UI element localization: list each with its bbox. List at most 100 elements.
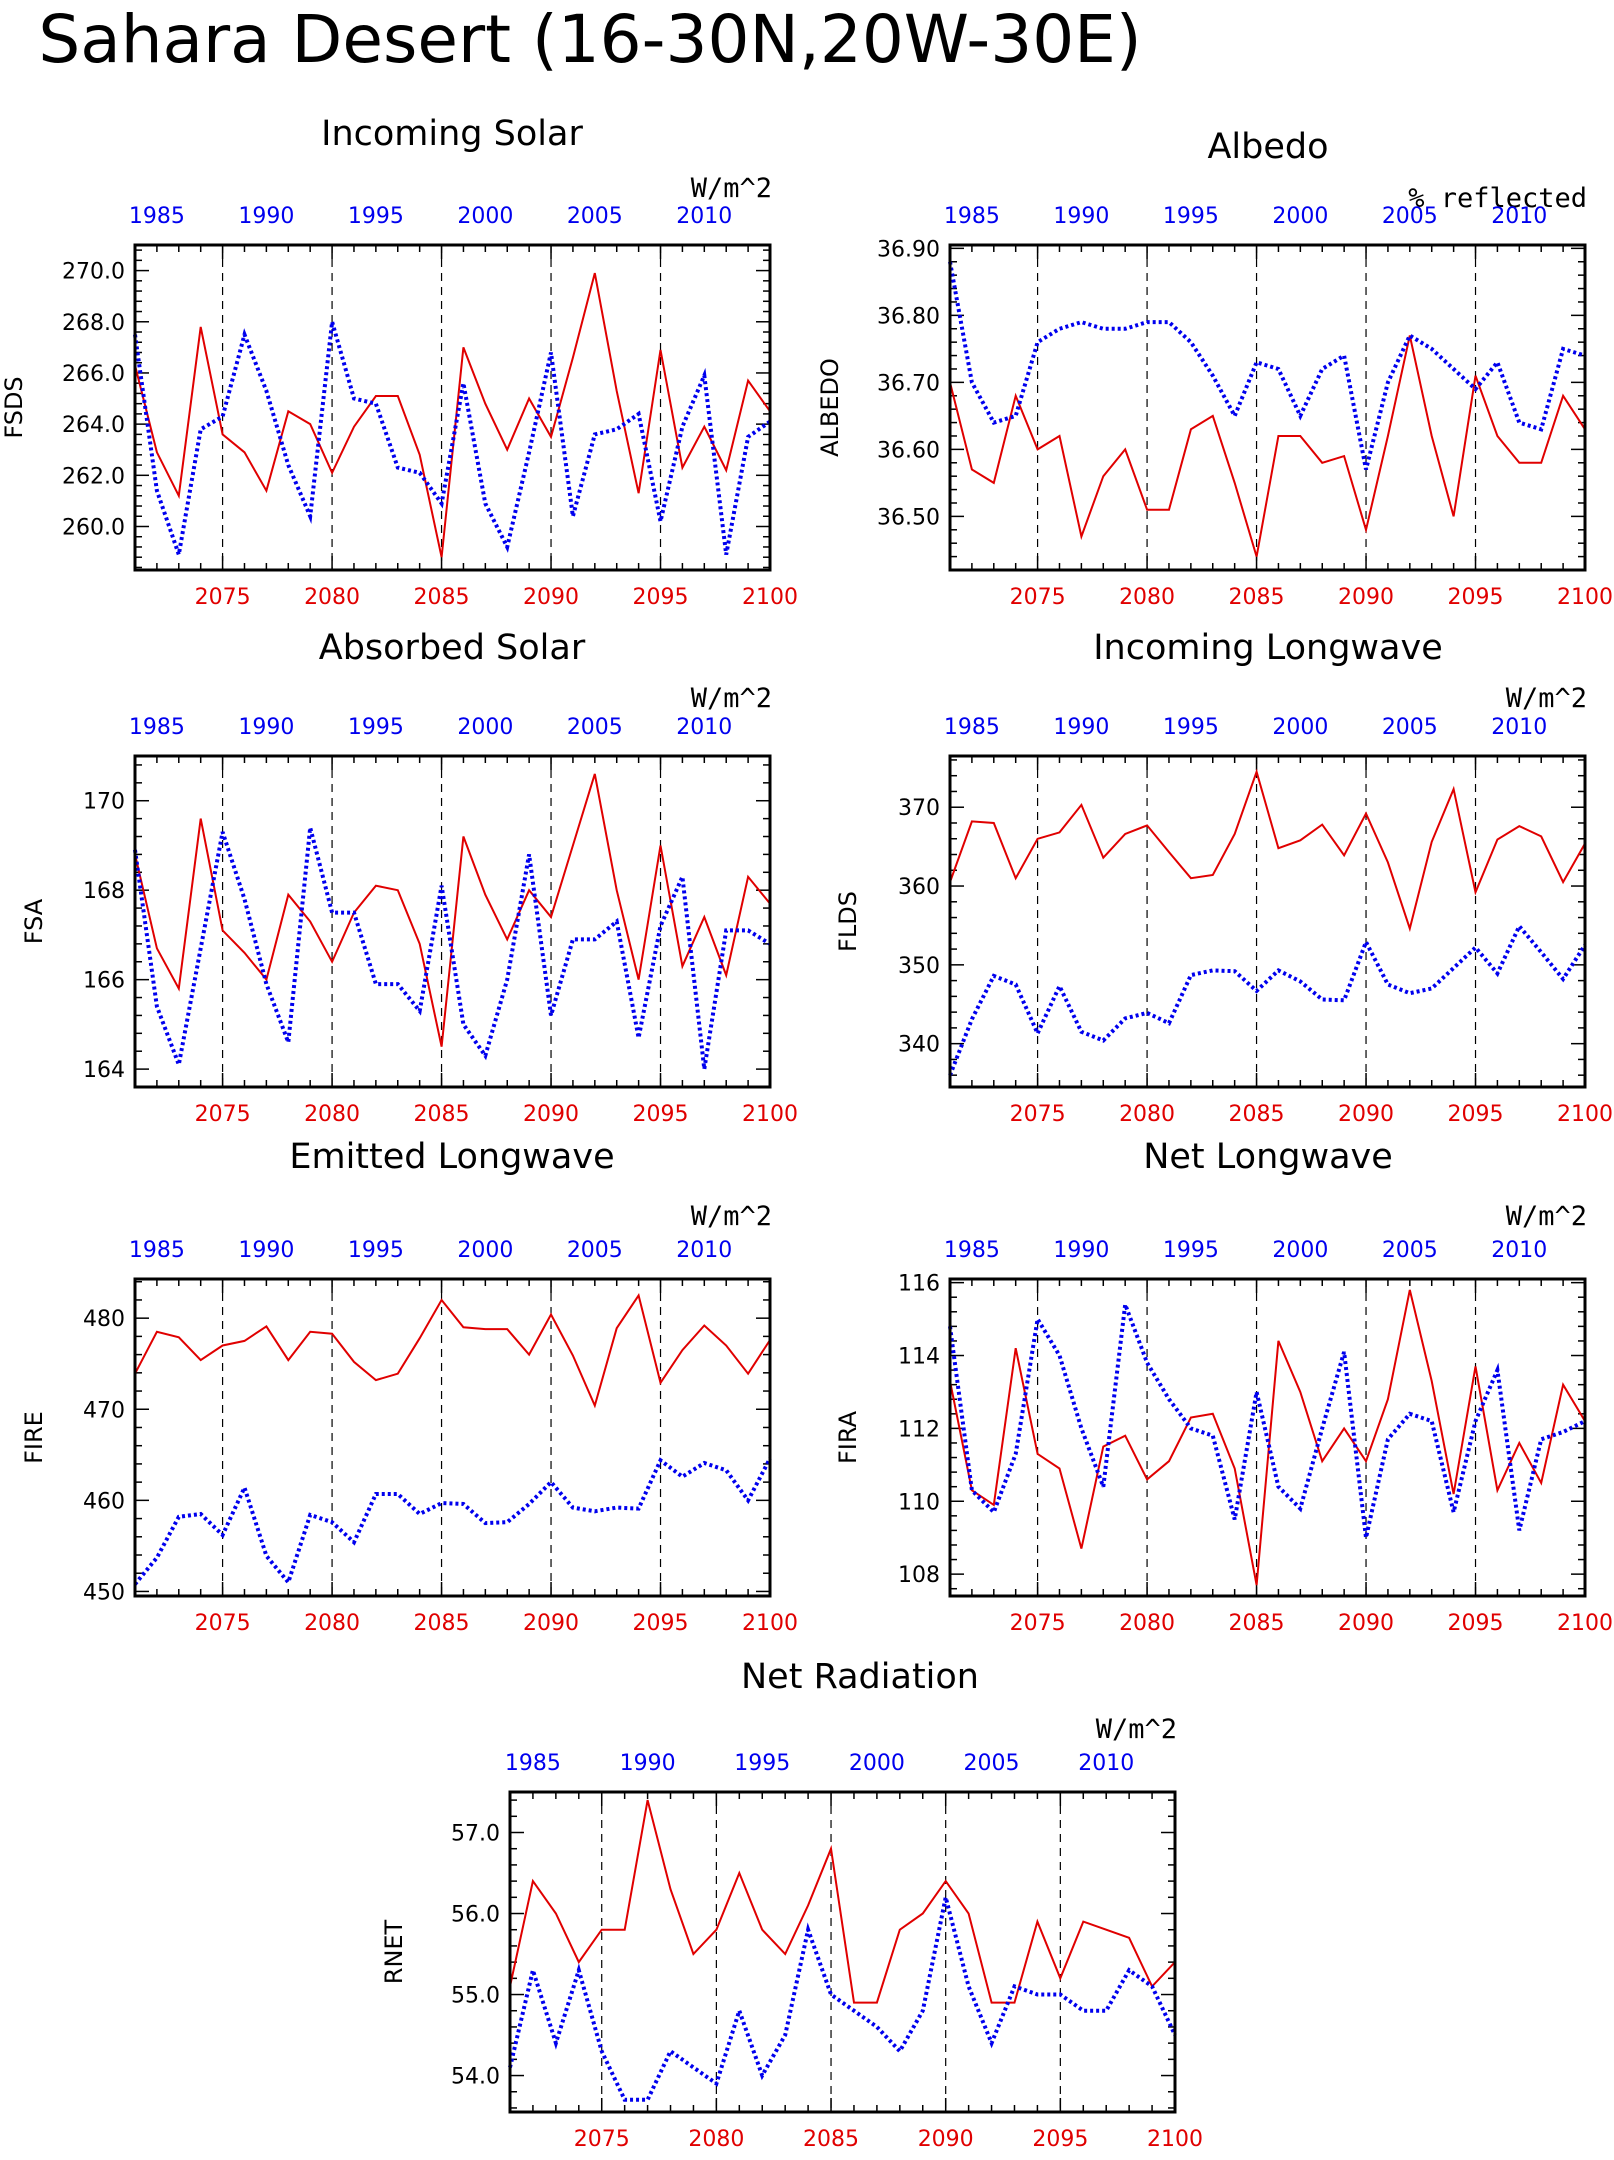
x-tick-label-top: 2005 [1382, 1238, 1438, 1263]
x-tick-label-bottom: 2100 [1147, 2127, 1203, 2152]
x-tick-label-bottom: 2080 [304, 1611, 360, 1636]
panel-title: Emitted Longwave [289, 1137, 614, 1177]
series-line-historical [133, 321, 772, 556]
x-tick-label-bottom: 2075 [195, 1102, 251, 1127]
units-label: W/m^2 [1096, 1714, 1177, 1745]
panel-title: Albedo [1207, 127, 1328, 167]
y-tick-label: 55.0 [451, 1984, 500, 2009]
x-tick-label-bottom: 2090 [523, 1611, 579, 1636]
y-tick-label: 36.80 [877, 304, 940, 329]
x-tick-label-bottom: 2095 [633, 1102, 689, 1127]
y-tick-label: 36.60 [877, 438, 940, 463]
x-tick-label-bottom: 2090 [523, 585, 579, 610]
x-tick-label-bottom: 2095 [1448, 585, 1504, 610]
panel-title: Absorbed Solar [319, 628, 586, 668]
y-axis-label: FLDS [834, 891, 862, 952]
y-tick-label: 266.0 [62, 362, 125, 387]
x-tick-label-top: 2005 [1382, 715, 1438, 740]
panel-fire: Emitted Longwave W/m^2 FIRE 2075 2080 2085 209… [20, 1137, 798, 1636]
x-tick-label-bottom: 2085 [414, 1102, 470, 1127]
figure-title: Sahara Desert (16-30N,20W-30E) [38, 1, 1141, 78]
y-tick-label: 360 [898, 875, 940, 900]
x-tick-label-bottom: 2100 [1557, 585, 1613, 610]
x-tick-label-bottom: 2100 [1557, 1102, 1613, 1127]
x-tick-label-bottom: 2080 [688, 2127, 744, 2152]
x-tick-label-bottom: 2085 [803, 2127, 859, 2152]
series-line-historical [133, 827, 772, 1072]
x-tick-label-bottom: 2075 [195, 1611, 251, 1636]
x-tick-label-top: 1995 [348, 715, 404, 740]
series-line-future [949, 335, 1586, 557]
x-tick-label-bottom: 2085 [414, 1611, 470, 1636]
x-tick-label-bottom: 2095 [1448, 1102, 1504, 1127]
x-tick-label-top: 1990 [1053, 1238, 1109, 1263]
y-tick-label: 112 [898, 1417, 940, 1442]
x-tick-label-top: 2005 [567, 1238, 623, 1263]
y-tick-label: 270.0 [62, 260, 125, 285]
x-tick-label-top: 1995 [348, 204, 404, 229]
panel-fsa: Absorbed Solar W/m^2 FSA 2075 2080 2085 2090 20… [20, 628, 798, 1127]
x-tick-label-top: 2005 [567, 204, 623, 229]
series-line-future [134, 272, 771, 558]
x-tick-label-bottom: 2100 [742, 1611, 798, 1636]
x-tick-label-top: 1985 [944, 715, 1000, 740]
x-tick-label-bottom: 2095 [633, 1611, 689, 1636]
y-axis-label: FIRA [834, 1410, 862, 1464]
x-tick-label-top: 2005 [1382, 204, 1438, 229]
x-tick-label-bottom: 2080 [304, 1102, 360, 1127]
x-tick-label-bottom: 2090 [1338, 585, 1394, 610]
units-label: W/m^2 [691, 173, 772, 204]
panel-fira: Net Longwave W/m^2 FIRA 2075 2080 2085 2090 209… [834, 1137, 1613, 1636]
y-tick-label: 350 [898, 954, 940, 979]
plot-frame [133, 754, 772, 1089]
series-line-future [949, 1289, 1586, 1586]
x-tick-label-top: 2010 [676, 204, 732, 229]
x-tick-label-top: 2000 [1272, 715, 1328, 740]
y-tick-label: 166 [83, 969, 125, 994]
x-tick-label-bottom: 2100 [742, 585, 798, 610]
plot-frame [133, 1277, 772, 1598]
x-tick-label-top: 2000 [457, 204, 513, 229]
x-tick-label-top: 2000 [457, 715, 513, 740]
y-tick-label: 56.0 [451, 1903, 500, 1928]
x-tick-label-top: 1985 [129, 204, 185, 229]
x-tick-label-top: 2000 [1272, 1238, 1328, 1263]
series-line-future [509, 1799, 1176, 2004]
panel-albedo: Albedo % reflected ALBEDO 2075 2080 2085 2090 2… [816, 127, 1613, 610]
y-tick-label: 480 [83, 1307, 125, 1332]
plot-frame [948, 243, 1587, 572]
x-tick-label-bottom: 2085 [1229, 1102, 1285, 1127]
panel-flds: Incoming Longwave W/m^2 FLDS 2075 2080 2085 20… [834, 628, 1613, 1127]
x-tick-label-top: 1990 [238, 1238, 294, 1263]
x-tick-label-top: 2010 [676, 1238, 732, 1263]
y-axis-label: FSDS [0, 376, 28, 438]
x-tick-label-bottom: 2095 [1032, 2127, 1088, 2152]
y-tick-label: 370 [898, 796, 940, 821]
y-tick-label: 262.0 [62, 464, 125, 489]
x-tick-label-top: 1990 [620, 1751, 676, 1776]
y-tick-label: 168 [83, 879, 125, 904]
x-tick-label-bottom: 2075 [574, 2127, 630, 2152]
x-tick-label-top: 1985 [505, 1751, 561, 1776]
series-line-historical [948, 1303, 1586, 1539]
x-tick-label-top: 2000 [1272, 204, 1328, 229]
x-tick-label-bottom: 2075 [1010, 585, 1066, 610]
x-tick-label-bottom: 2090 [1338, 1102, 1394, 1127]
y-tick-label: 36.50 [877, 505, 940, 530]
y-tick-label: 36.70 [877, 371, 940, 396]
x-tick-label-bottom: 2085 [1229, 1611, 1285, 1636]
units-label: W/m^2 [1506, 1201, 1587, 1232]
units-label: W/m^2 [691, 1201, 772, 1232]
y-axis-label: FSA [20, 898, 48, 944]
panel-title: Incoming Longwave [1093, 628, 1443, 668]
x-tick-label-top: 2010 [1078, 1751, 1134, 1776]
panel-fsds: Incoming Solar W/m^2 FSDS 2075 2080 2085 2090 2… [0, 114, 798, 610]
y-axis-label: FIRE [20, 1411, 48, 1464]
x-tick-label-bottom: 2080 [1119, 1611, 1175, 1636]
x-tick-label-top: 1995 [1163, 715, 1219, 740]
x-tick-label-bottom: 2080 [304, 585, 360, 610]
y-tick-label: 57.0 [451, 1822, 500, 1847]
y-tick-label: 340 [898, 1033, 940, 1058]
y-axis-label: RNET [380, 1919, 408, 1984]
x-tick-label-top: 1985 [944, 1238, 1000, 1263]
